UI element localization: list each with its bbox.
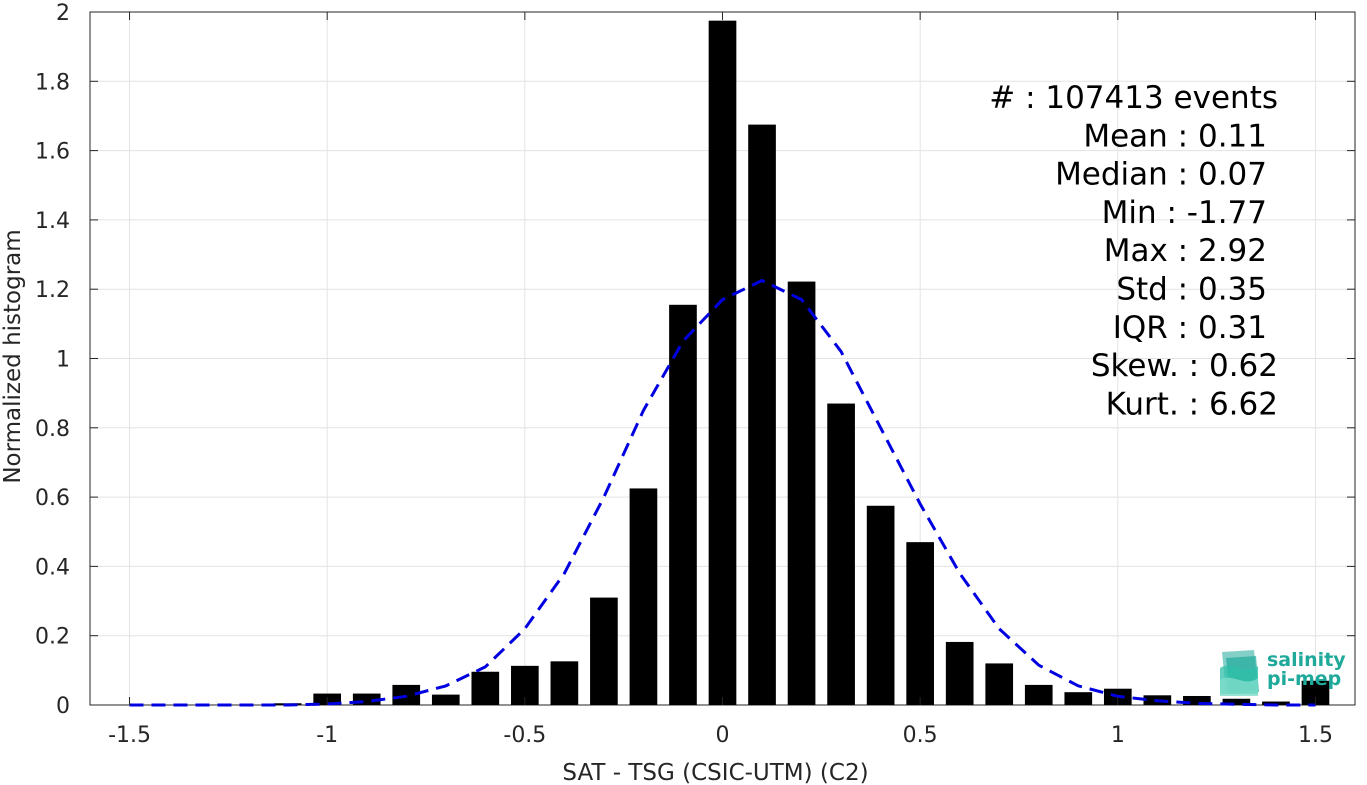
y-tick-label: 1 bbox=[56, 348, 70, 373]
stat-line: Median : 0.07 bbox=[1055, 157, 1267, 193]
y-tick-label: 0.8 bbox=[35, 417, 70, 442]
histogram-bar bbox=[590, 597, 618, 705]
histogram-bar bbox=[471, 671, 500, 705]
x-axis-label: SAT - TSG (CSIC-UTM) (C2) bbox=[562, 760, 868, 785]
stat-line: Mean : 0.11 bbox=[1083, 118, 1267, 154]
y-tick-label: 0.4 bbox=[35, 555, 70, 580]
x-tick-label: 0 bbox=[716, 723, 730, 748]
stat-line: Min : -1.77 bbox=[1102, 195, 1267, 231]
y-tick-label: 2 bbox=[56, 1, 70, 26]
histogram-bar bbox=[550, 661, 579, 705]
histogram-bars bbox=[273, 20, 1330, 706]
stat-line: Std : 0.35 bbox=[1116, 272, 1267, 308]
stat-line: Max : 2.92 bbox=[1104, 233, 1267, 269]
x-tick-label: 0.5 bbox=[903, 723, 938, 748]
y-tick-label: 0.6 bbox=[35, 486, 70, 511]
x-tick-label: 1.5 bbox=[1298, 723, 1333, 748]
stat-line: Kurt. : 6.62 bbox=[1106, 386, 1278, 422]
histogram-bar bbox=[708, 20, 737, 706]
histogram-bar bbox=[787, 281, 816, 705]
y-tick-label: 0.2 bbox=[35, 625, 70, 650]
histogram-bar bbox=[1064, 692, 1093, 705]
logo-mark-icon bbox=[1220, 650, 1259, 696]
stat-line: Skew. : 0.62 bbox=[1091, 348, 1278, 384]
histogram-bar bbox=[748, 124, 776, 706]
y-tick-label: 0 bbox=[56, 694, 70, 719]
y-axis-label: Normalized histogram bbox=[0, 229, 26, 483]
x-tick-label: -1.5 bbox=[108, 723, 151, 748]
stat-line: IQR : 0.31 bbox=[1113, 310, 1267, 346]
histogram-bar bbox=[906, 542, 934, 705]
histogram-bar bbox=[985, 663, 1014, 705]
histogram-bar bbox=[431, 694, 460, 705]
y-tick-label: 1.8 bbox=[35, 70, 70, 95]
histogram-bar bbox=[1262, 701, 1290, 705]
x-axis-ticks: -1.5 -1 -0.5 0 0.5 1 1.5 bbox=[108, 12, 1333, 748]
histogram-bar bbox=[629, 488, 658, 705]
histogram-bar bbox=[866, 505, 895, 705]
y-tick-label: 1.6 bbox=[35, 140, 70, 165]
y-tick-label: 1.4 bbox=[35, 209, 70, 234]
histogram-bar bbox=[352, 693, 381, 705]
x-tick-label: -0.5 bbox=[503, 723, 546, 748]
gaussian-fit-curve bbox=[129, 278, 1316, 707]
histogram-bar bbox=[827, 403, 855, 705]
histogram-bar bbox=[1222, 698, 1251, 705]
x-tick-label: 1 bbox=[1111, 723, 1125, 748]
y-axis-ticks: 0 0.2 0.4 0.6 0.8 1 1.2 1.4 1.6 1.8 2 bbox=[35, 1, 1355, 719]
x-tick-label: -1 bbox=[316, 723, 338, 748]
histogram-bar bbox=[1024, 684, 1053, 705]
y-tick-label: 1.2 bbox=[35, 278, 70, 303]
salinity-pimep-logo: salinity pi-mep bbox=[1220, 649, 1346, 696]
logo-text-line1: salinity bbox=[1267, 649, 1346, 671]
histogram-bar bbox=[669, 304, 697, 705]
histogram-bar bbox=[1183, 695, 1211, 705]
histogram-bar bbox=[945, 641, 974, 705]
stat-line: # : 107413 events bbox=[989, 80, 1278, 116]
logo-text-line2: pi-mep bbox=[1267, 668, 1341, 690]
